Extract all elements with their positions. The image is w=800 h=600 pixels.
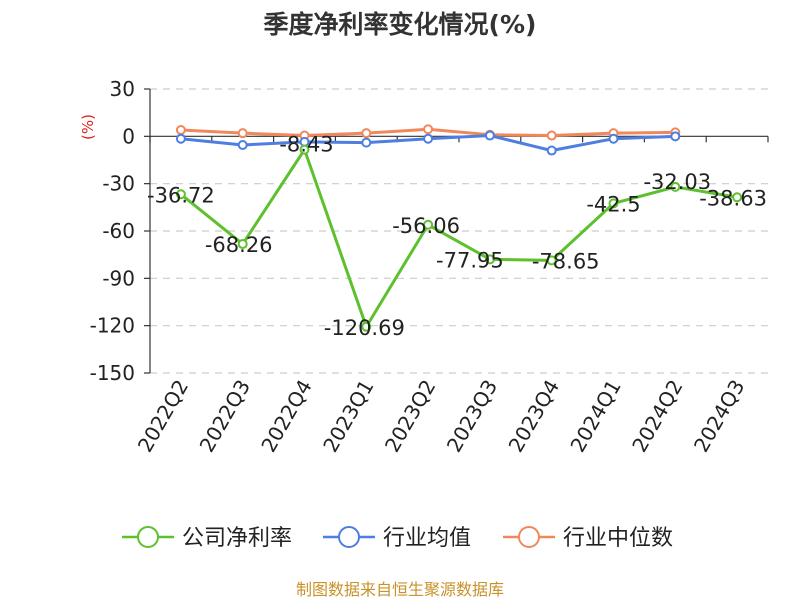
y-tick-label: 30 — [110, 77, 135, 101]
data-point — [423, 219, 434, 230]
series-layer — [175, 124, 743, 332]
data-point — [423, 133, 434, 144]
x-tick-label: 2024Q1 — [565, 376, 625, 457]
y-tick-label: -90 — [102, 266, 135, 290]
source-note: 制图数据来自恒生聚源数据库 — [296, 580, 504, 599]
data-label: -77.95 — [436, 248, 504, 272]
legend-label: 公司净利率 — [182, 526, 292, 551]
legend-label: 行业均值 — [383, 526, 471, 551]
legend-marker — [338, 526, 360, 548]
data-point — [546, 145, 557, 156]
x-tick-label: 2022Q2 — [133, 376, 193, 457]
data-point — [670, 181, 681, 192]
data-point — [175, 125, 186, 136]
y-tick-label: -30 — [102, 172, 135, 196]
chart-title: 季度净利率变化情况(%) — [264, 10, 537, 39]
data-label: -36.72 — [147, 183, 215, 207]
x-tick-label: 2024Q3 — [689, 376, 749, 457]
data-point — [175, 133, 186, 144]
legend-marker — [137, 526, 159, 548]
data-labels: -36.72 -68.26 -8.43 -120.69 -56.06 -77.95 -78.… — [147, 133, 767, 340]
data-point — [361, 128, 372, 139]
x-tick-label: 2023Q3 — [442, 376, 502, 457]
series-line — [179, 146, 738, 331]
data-point — [423, 124, 434, 135]
data-point — [546, 255, 557, 266]
y-tick-label: -120 — [90, 314, 135, 338]
y-tick-label: -60 — [102, 219, 135, 243]
data-point — [670, 131, 681, 142]
data-label: -78.65 — [532, 249, 600, 273]
data-point — [732, 192, 743, 203]
x-tick-label: 2022Q4 — [256, 376, 316, 457]
data-label: -68.26 — [205, 233, 273, 257]
data-point — [608, 133, 619, 144]
data-point — [299, 144, 310, 155]
data-point — [361, 137, 372, 148]
data-point — [237, 140, 248, 151]
legend: 公司净利率 行业均值 行业中位数 — [122, 526, 673, 551]
x-tick-label: 2023Q1 — [318, 376, 378, 457]
data-label: -42.5 — [586, 192, 640, 216]
x-tick-label: 2022Q3 — [195, 376, 255, 457]
data-point — [237, 128, 248, 139]
x-tick-label: 2024Q2 — [627, 376, 687, 457]
x-tick-label: 2023Q4 — [504, 376, 564, 457]
data-label: -56.06 — [392, 214, 460, 238]
data-point — [175, 189, 186, 200]
legend-marker — [518, 526, 540, 548]
data-point — [484, 254, 495, 265]
data-label: -32.03 — [643, 170, 711, 194]
data-point — [546, 130, 557, 141]
data-point — [484, 130, 495, 141]
y-tick-label: -150 — [90, 361, 135, 385]
data-point — [361, 321, 372, 332]
y-axis-unit: (%) — [79, 114, 97, 140]
data-label: -120.69 — [324, 316, 405, 340]
legend-label: 行业中位数 — [563, 526, 673, 551]
data-point — [237, 239, 248, 250]
y-tick-label: 0 — [122, 124, 135, 148]
x-tick-label: 2023Q2 — [380, 375, 440, 456]
data-point — [608, 198, 619, 209]
data-label: -8.43 — [279, 133, 333, 157]
data-label: -38.63 — [699, 186, 767, 210]
